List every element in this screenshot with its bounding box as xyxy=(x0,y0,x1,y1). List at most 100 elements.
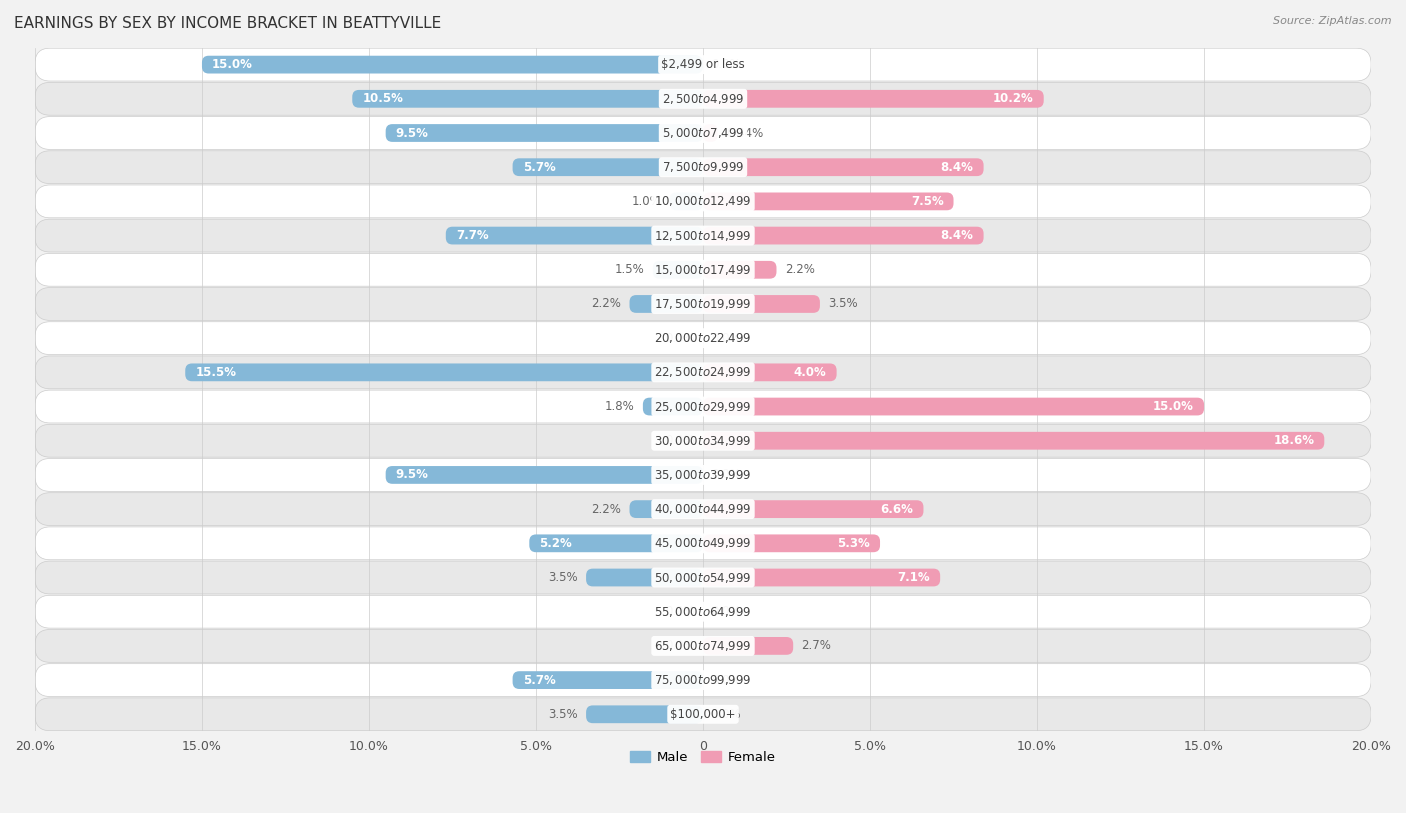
Text: $2,499 or less: $2,499 or less xyxy=(661,58,745,71)
FancyBboxPatch shape xyxy=(35,561,1371,594)
FancyBboxPatch shape xyxy=(35,82,1371,115)
FancyBboxPatch shape xyxy=(586,706,703,724)
FancyBboxPatch shape xyxy=(353,90,703,107)
Legend: Male, Female: Male, Female xyxy=(626,746,780,769)
FancyBboxPatch shape xyxy=(35,698,1371,731)
Text: $12,500 to $14,999: $12,500 to $14,999 xyxy=(654,228,752,242)
FancyBboxPatch shape xyxy=(35,185,1371,218)
FancyBboxPatch shape xyxy=(35,288,1371,320)
Text: $20,000 to $22,499: $20,000 to $22,499 xyxy=(654,331,752,346)
FancyBboxPatch shape xyxy=(35,116,1371,150)
Text: $40,000 to $44,999: $40,000 to $44,999 xyxy=(654,502,752,516)
Text: $25,000 to $29,999: $25,000 to $29,999 xyxy=(654,399,752,414)
FancyBboxPatch shape xyxy=(652,261,703,279)
FancyBboxPatch shape xyxy=(35,48,1371,81)
FancyBboxPatch shape xyxy=(703,90,1043,107)
FancyBboxPatch shape xyxy=(643,398,703,415)
FancyBboxPatch shape xyxy=(446,227,703,245)
Text: $65,000 to $74,999: $65,000 to $74,999 xyxy=(654,639,752,653)
Text: 3.5%: 3.5% xyxy=(828,298,858,311)
FancyBboxPatch shape xyxy=(529,534,703,552)
Text: 0.0%: 0.0% xyxy=(711,605,741,618)
Text: 15.0%: 15.0% xyxy=(212,58,253,71)
FancyBboxPatch shape xyxy=(703,193,953,211)
Text: $55,000 to $64,999: $55,000 to $64,999 xyxy=(654,605,752,619)
FancyBboxPatch shape xyxy=(35,663,1371,697)
Text: $30,000 to $34,999: $30,000 to $34,999 xyxy=(654,434,752,448)
FancyBboxPatch shape xyxy=(385,124,703,142)
Text: $10,000 to $12,499: $10,000 to $12,499 xyxy=(654,194,752,208)
Text: 0.0%: 0.0% xyxy=(711,58,741,71)
Text: 9.5%: 9.5% xyxy=(395,468,429,481)
Text: $45,000 to $49,999: $45,000 to $49,999 xyxy=(654,537,752,550)
Text: 18.6%: 18.6% xyxy=(1274,434,1315,447)
FancyBboxPatch shape xyxy=(703,500,924,518)
FancyBboxPatch shape xyxy=(35,322,1371,354)
Text: 0.0%: 0.0% xyxy=(711,708,741,721)
FancyBboxPatch shape xyxy=(35,390,1371,423)
Text: 5.7%: 5.7% xyxy=(523,674,555,687)
Text: $100,000+: $100,000+ xyxy=(671,708,735,721)
Text: 7.7%: 7.7% xyxy=(456,229,488,242)
Text: 1.0%: 1.0% xyxy=(631,195,661,208)
Text: 10.5%: 10.5% xyxy=(363,93,404,106)
FancyBboxPatch shape xyxy=(35,220,1371,252)
Text: 3.5%: 3.5% xyxy=(548,571,578,584)
Text: $35,000 to $39,999: $35,000 to $39,999 xyxy=(654,468,752,482)
Text: 9.5%: 9.5% xyxy=(395,127,429,140)
Text: 1.5%: 1.5% xyxy=(614,263,644,276)
Text: 15.0%: 15.0% xyxy=(1153,400,1194,413)
Text: 3.5%: 3.5% xyxy=(548,708,578,721)
Text: 0.0%: 0.0% xyxy=(665,605,695,618)
Text: 0.44%: 0.44% xyxy=(725,127,763,140)
FancyBboxPatch shape xyxy=(513,159,703,176)
Text: 5.7%: 5.7% xyxy=(523,161,555,174)
FancyBboxPatch shape xyxy=(202,56,703,73)
FancyBboxPatch shape xyxy=(35,595,1371,628)
FancyBboxPatch shape xyxy=(703,124,717,142)
Text: $50,000 to $54,999: $50,000 to $54,999 xyxy=(654,571,752,585)
FancyBboxPatch shape xyxy=(703,398,1204,415)
FancyBboxPatch shape xyxy=(35,424,1371,457)
FancyBboxPatch shape xyxy=(35,629,1371,663)
FancyBboxPatch shape xyxy=(35,459,1371,491)
FancyBboxPatch shape xyxy=(35,254,1371,286)
FancyBboxPatch shape xyxy=(703,534,880,552)
Text: Source: ZipAtlas.com: Source: ZipAtlas.com xyxy=(1274,16,1392,26)
Text: 2.7%: 2.7% xyxy=(801,639,831,652)
Text: $75,000 to $99,999: $75,000 to $99,999 xyxy=(654,673,752,687)
Text: $22,500 to $24,999: $22,500 to $24,999 xyxy=(654,365,752,380)
Text: 7.5%: 7.5% xyxy=(911,195,943,208)
FancyBboxPatch shape xyxy=(703,637,793,654)
FancyBboxPatch shape xyxy=(35,356,1371,389)
FancyBboxPatch shape xyxy=(630,500,703,518)
FancyBboxPatch shape xyxy=(186,363,703,381)
FancyBboxPatch shape xyxy=(385,466,703,484)
Text: 7.1%: 7.1% xyxy=(897,571,931,584)
Text: 5.3%: 5.3% xyxy=(837,537,870,550)
FancyBboxPatch shape xyxy=(35,493,1371,525)
Text: 5.2%: 5.2% xyxy=(540,537,572,550)
FancyBboxPatch shape xyxy=(35,527,1371,559)
FancyBboxPatch shape xyxy=(703,568,941,586)
Text: 10.2%: 10.2% xyxy=(993,93,1033,106)
Text: $17,500 to $19,999: $17,500 to $19,999 xyxy=(654,297,752,311)
Text: 4.0%: 4.0% xyxy=(794,366,827,379)
Text: 1.8%: 1.8% xyxy=(605,400,634,413)
Text: 0.0%: 0.0% xyxy=(711,468,741,481)
Text: $5,000 to $7,499: $5,000 to $7,499 xyxy=(662,126,744,140)
FancyBboxPatch shape xyxy=(35,150,1371,184)
Text: 0.0%: 0.0% xyxy=(711,332,741,345)
FancyBboxPatch shape xyxy=(703,159,984,176)
Text: 2.2%: 2.2% xyxy=(592,298,621,311)
Text: 2.2%: 2.2% xyxy=(785,263,814,276)
FancyBboxPatch shape xyxy=(586,568,703,586)
FancyBboxPatch shape xyxy=(703,261,776,279)
FancyBboxPatch shape xyxy=(703,227,984,245)
FancyBboxPatch shape xyxy=(703,432,1324,450)
FancyBboxPatch shape xyxy=(703,363,837,381)
Text: $15,000 to $17,499: $15,000 to $17,499 xyxy=(654,263,752,276)
FancyBboxPatch shape xyxy=(669,193,703,211)
Text: $2,500 to $4,999: $2,500 to $4,999 xyxy=(662,92,744,106)
Text: 0.0%: 0.0% xyxy=(665,639,695,652)
